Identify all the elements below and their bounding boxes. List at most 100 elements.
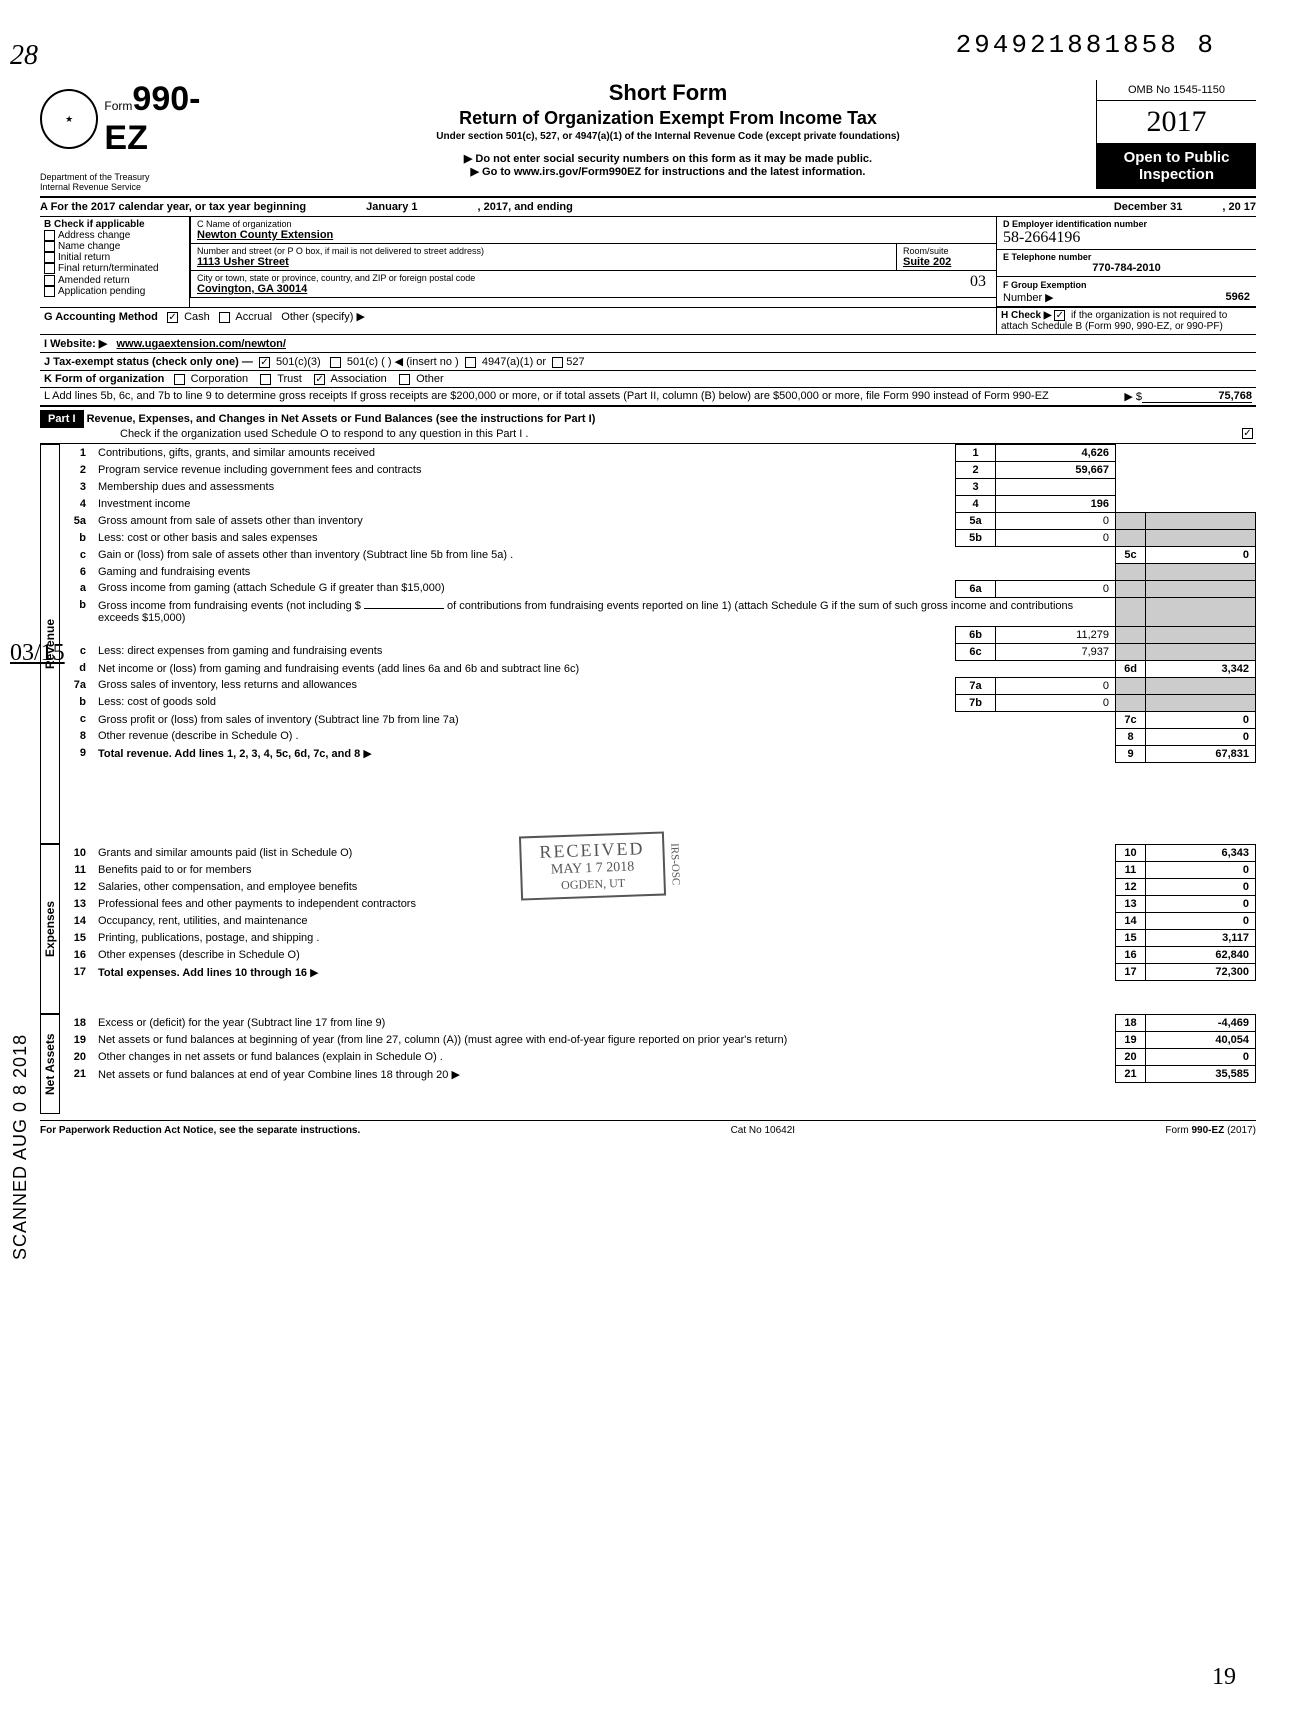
sv-6b: 11,279 bbox=[996, 626, 1116, 643]
line-5b: Less: cost or other basis and sales expe… bbox=[98, 532, 318, 544]
room-label: Room/suite bbox=[903, 246, 990, 256]
line-a-end: December 31 bbox=[1114, 201, 1183, 213]
val-21: 35,585 bbox=[1146, 1066, 1256, 1083]
chk-pending[interactable] bbox=[44, 286, 55, 297]
org-name: Newton County Extension bbox=[197, 229, 990, 241]
line-6: Gaming and fundraising events bbox=[94, 564, 1116, 581]
g-cash: Cash bbox=[184, 311, 210, 323]
phone: 770-784-2010 bbox=[1003, 262, 1250, 274]
chk-corp[interactable] bbox=[174, 374, 185, 385]
row-l: L Add lines 5b, 6c, and 7b to line 9 to … bbox=[40, 388, 1256, 406]
expenses-label: Expenses bbox=[40, 844, 60, 1014]
chk-4947[interactable] bbox=[465, 357, 476, 368]
revenue-label: Revenue bbox=[40, 444, 60, 844]
chk-h[interactable]: ✓ bbox=[1054, 310, 1065, 321]
b-3: Final return/terminated bbox=[58, 264, 159, 275]
netassets-section: Net Assets 18Excess or (deficit) for the… bbox=[40, 1014, 1256, 1114]
line-19: Net assets or fund balances at beginning… bbox=[94, 1032, 1116, 1049]
line-a-yr: , 20 17 bbox=[1222, 201, 1256, 213]
j-insert: ) ◀ (insert no ) bbox=[388, 356, 459, 368]
tax-year: 2017 bbox=[1097, 101, 1256, 143]
sv-5a: 0 bbox=[996, 513, 1116, 530]
expenses-section: Expenses 10Grants and similar amounts pa… bbox=[40, 844, 1256, 1014]
b-5: Application pending bbox=[58, 286, 145, 297]
k-label: K Form of organization bbox=[44, 373, 164, 385]
line-1: Contributions, gifts, grants, and simila… bbox=[94, 445, 956, 462]
sv-6a: 0 bbox=[996, 580, 1116, 597]
f-sub: Number ▶ bbox=[1003, 292, 1054, 304]
line-14: Occupancy, rent, utilities, and maintena… bbox=[94, 913, 1116, 930]
k-corp: Corporation bbox=[191, 373, 248, 385]
chk-other[interactable] bbox=[399, 374, 410, 385]
org-city: Covington, GA 30014 bbox=[197, 283, 990, 295]
chk-amended[interactable] bbox=[44, 275, 55, 286]
val-17: 72,300 bbox=[1146, 964, 1256, 981]
page-bottom-right: 19 bbox=[1212, 1664, 1236, 1691]
chk-schedule-o[interactable]: ✓ bbox=[1242, 428, 1253, 439]
line-a: A For the 2017 calendar year, or tax yea… bbox=[40, 198, 1256, 217]
line-4: Investment income bbox=[94, 496, 956, 513]
group-num: 5962 bbox=[1226, 291, 1250, 303]
line-a-mid: , 2017, and ending bbox=[478, 201, 573, 213]
goto-link: ▶ Go to www.irs.gov/Form990EZ for instru… bbox=[240, 165, 1096, 178]
val-15: 3,117 bbox=[1146, 930, 1256, 947]
line-6c: Less: direct expenses from gaming and fu… bbox=[98, 645, 382, 657]
line-20: Other changes in net assets or fund bala… bbox=[94, 1049, 1116, 1066]
scanned-stamp: SCANNED AUG 0 8 2018 bbox=[10, 1034, 31, 1260]
e-label: E Telephone number bbox=[1003, 252, 1250, 262]
line-21: Net assets or fund balances at end of ye… bbox=[98, 1069, 448, 1081]
line-5a: Gross amount from sale of assets other t… bbox=[98, 515, 363, 527]
chk-accrual[interactable] bbox=[219, 312, 230, 323]
val-13: 0 bbox=[1146, 896, 1256, 913]
sv-7b: 0 bbox=[996, 694, 1116, 711]
chk-final[interactable] bbox=[44, 263, 55, 274]
val-10: 6,343 bbox=[1146, 845, 1256, 862]
line-15: Printing, publications, postage, and shi… bbox=[94, 930, 1116, 947]
k-trust: Trust bbox=[277, 373, 302, 385]
margin-note-28: 28 bbox=[10, 40, 38, 72]
chk-initial[interactable] bbox=[44, 252, 55, 263]
chk-527[interactable] bbox=[552, 357, 563, 368]
chk-address[interactable] bbox=[44, 230, 55, 241]
row-j: J Tax-exempt status (check only one) — ✓… bbox=[40, 353, 1256, 371]
val-6d: 3,342 bbox=[1146, 660, 1256, 677]
val-1: 4,626 bbox=[996, 445, 1116, 462]
omb-number: OMB No 1545-1150 bbox=[1097, 80, 1256, 101]
footer: For Paperwork Reduction Act Notice, see … bbox=[40, 1120, 1256, 1136]
b-0: Address change bbox=[58, 230, 130, 241]
row-k: K Form of organization Corporation Trust… bbox=[40, 371, 1256, 388]
line-a-begin: January 1 bbox=[366, 201, 417, 213]
part-i-title: Revenue, Expenses, and Changes in Net As… bbox=[87, 413, 596, 425]
form-header: ★ Form990-EZ Department of the Treasury … bbox=[40, 80, 1256, 198]
line-16: Other expenses (describe in Schedule O) bbox=[94, 947, 1116, 964]
line-17: Total expenses. Add lines 10 through 16 bbox=[98, 967, 307, 979]
chk-trust[interactable] bbox=[260, 374, 271, 385]
chk-assoc[interactable]: ✓ bbox=[314, 374, 325, 385]
city-label: City or town, state or province, country… bbox=[197, 273, 990, 283]
footer-left: For Paperwork Reduction Act Notice, see … bbox=[40, 1125, 360, 1136]
g-accrual: Accrual bbox=[235, 311, 272, 323]
line-8: Other revenue (describe in Schedule O) . bbox=[94, 728, 1116, 745]
chk-501c[interactable] bbox=[330, 357, 341, 368]
line-3: Membership dues and assessments bbox=[94, 479, 956, 496]
dept-label: Department of the Treasury Internal Reve… bbox=[40, 172, 240, 192]
form-number: 990-EZ bbox=[104, 80, 200, 157]
j-c3: 501(c)(3) bbox=[276, 356, 321, 368]
page-number-top: 294921881858 8 bbox=[956, 30, 1216, 60]
footer-right: Form 990-EZ (2017) bbox=[1165, 1125, 1256, 1136]
g-other: Other (specify) ▶ bbox=[281, 311, 365, 323]
info-grid: B Check if applicable Address change Nam… bbox=[40, 217, 1256, 308]
org-addr: 1113 Usher Street bbox=[197, 256, 890, 268]
chk-cash[interactable]: ✓ bbox=[167, 312, 178, 323]
org-room: Suite 202 bbox=[903, 256, 990, 268]
h-label: H Check ▶ bbox=[1001, 310, 1051, 321]
row-i: I Website: ▶ www.ugaextension.com/newton… bbox=[40, 335, 1256, 353]
line-6b-1: Gross income from fundraising events (no… bbox=[98, 600, 361, 612]
b-header: B Check if applicable bbox=[44, 219, 185, 230]
chk-name[interactable] bbox=[44, 241, 55, 252]
val-16: 62,840 bbox=[1146, 947, 1256, 964]
chk-501c3[interactable]: ✓ bbox=[259, 357, 270, 368]
footer-mid: Cat No 10642I bbox=[731, 1125, 796, 1136]
hand-03: 03 bbox=[970, 273, 986, 291]
line-2: Program service revenue including govern… bbox=[94, 462, 956, 479]
